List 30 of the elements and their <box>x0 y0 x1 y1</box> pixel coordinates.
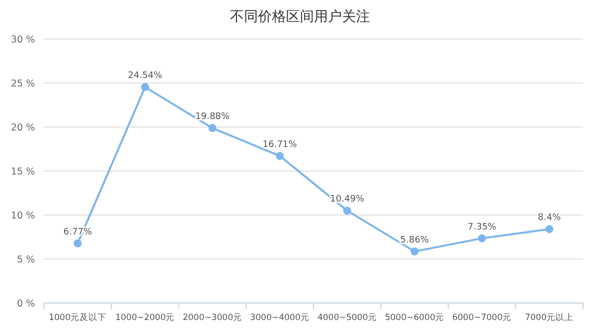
y-tick-label: 10 % <box>10 210 35 222</box>
x-tick-label: 1000~2000元 <box>115 312 175 323</box>
point <box>276 152 284 160</box>
data-label: 24.54% <box>128 71 163 82</box>
point <box>410 247 419 256</box>
x-tick-label: 3000~4000元 <box>250 312 310 323</box>
chart-title: 不同价格区间用户关注 <box>230 9 370 25</box>
y-tick-label: 20 % <box>10 122 35 134</box>
data-label: 5.86% <box>400 235 430 246</box>
data-label: 8.4% <box>538 213 562 224</box>
point <box>74 239 82 248</box>
x-tick-label: 7000元以上 <box>524 312 574 323</box>
x-tick-label: 4000~5000元 <box>317 312 377 323</box>
data-label: 19.88% <box>195 112 230 122</box>
point <box>478 234 486 242</box>
y-tick-label: 0 % <box>16 298 35 310</box>
x-tick-label: 2000~3000元 <box>182 312 242 323</box>
point <box>545 225 554 234</box>
x-tick-label: 6000~7000元 <box>452 312 512 323</box>
point <box>208 124 216 132</box>
y-tick-label: 25 % <box>10 78 35 90</box>
y-tick-label: 30 % <box>10 34 35 46</box>
point <box>141 83 150 92</box>
y-tick-label: 15 % <box>10 166 35 178</box>
x-tick-label: 5000~6000元 <box>384 312 444 323</box>
point <box>343 206 352 215</box>
data-label: 7.35% <box>468 222 497 232</box>
data-label: 16.71% <box>262 140 298 150</box>
x-tick-label: 1000元及以下 <box>48 312 107 323</box>
y-tick-label: 5 % <box>16 254 35 266</box>
